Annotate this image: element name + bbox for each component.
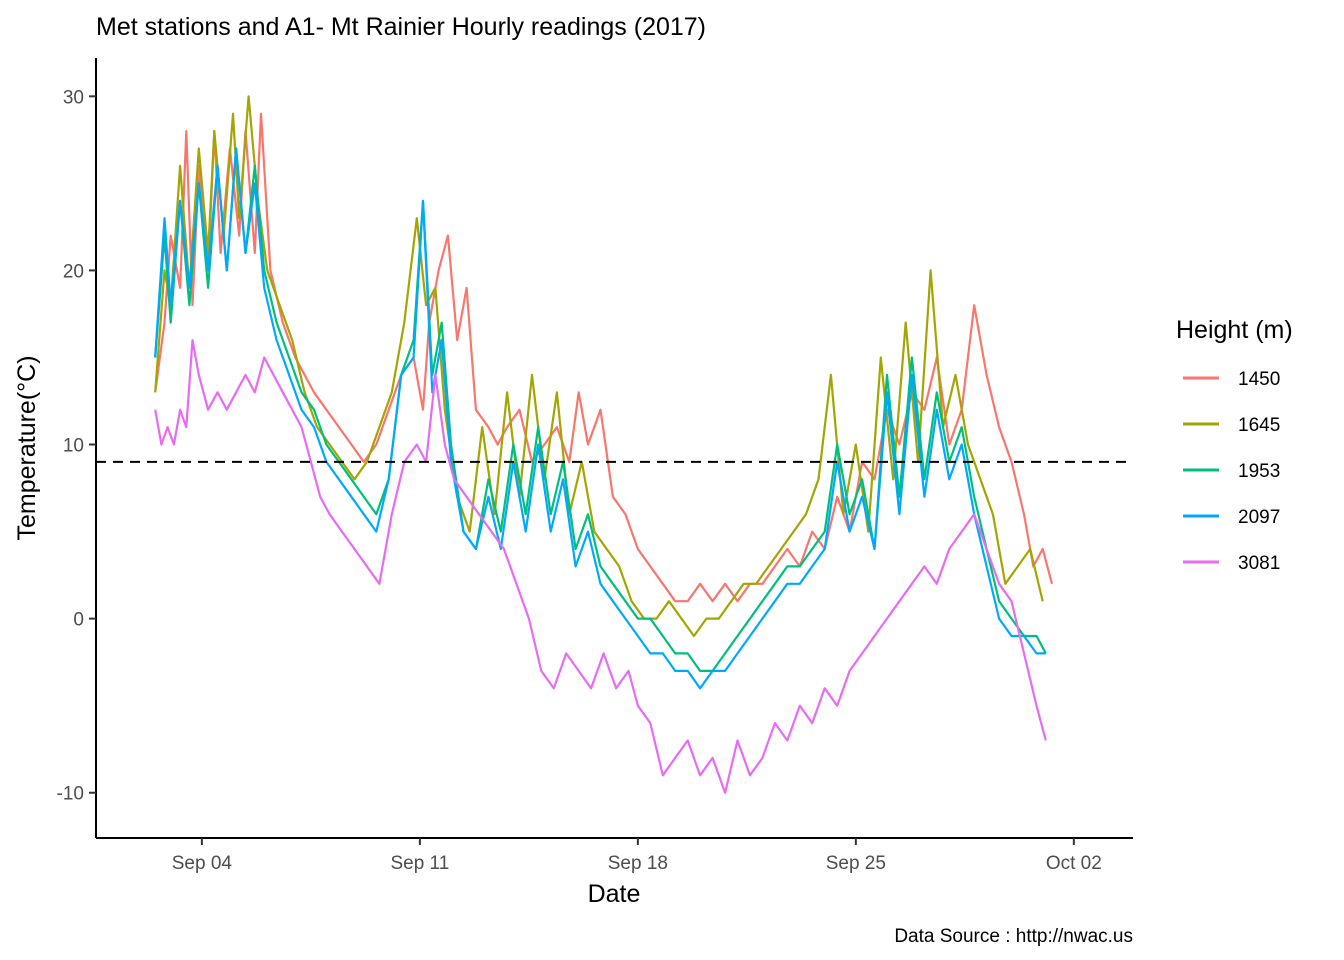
data-source-caption: Data Source : http://nwac.us bbox=[894, 926, 1133, 947]
x-tick-label: Sep 04 bbox=[172, 853, 233, 874]
legend-title: Height (m) bbox=[1176, 316, 1293, 344]
legend-label-1645: 1645 bbox=[1238, 415, 1280, 436]
x-tick-label: Sep 11 bbox=[390, 853, 449, 874]
legend: Height (m) 1450 1645 1953 2097 3081 bbox=[1176, 316, 1293, 574]
plot-area bbox=[96, 95, 1133, 794]
x-tick-label: Sep 25 bbox=[826, 853, 886, 874]
y-ticks: -10 0 10 20 30 bbox=[57, 87, 96, 805]
legend-label-1953: 1953 bbox=[1238, 461, 1280, 482]
y-tick-label: 20 bbox=[63, 261, 84, 282]
y-tick-label: -10 bbox=[57, 784, 84, 805]
series-line-1953 bbox=[154, 147, 1047, 672]
legend-label-1450: 1450 bbox=[1238, 369, 1280, 390]
series-line-3081 bbox=[154, 339, 1047, 794]
series-line-2097 bbox=[154, 147, 1046, 690]
legend-label-3081: 3081 bbox=[1238, 553, 1280, 574]
axes bbox=[95, 58, 1133, 839]
y-tick-label: 30 bbox=[63, 87, 84, 108]
y-tick-label: 10 bbox=[63, 436, 84, 457]
chart-title: Met stations and A1- Mt Rainier Hourly r… bbox=[96, 13, 706, 41]
x-tick-label: Oct 02 bbox=[1046, 853, 1102, 874]
legend-label-2097: 2097 bbox=[1238, 507, 1280, 528]
x-tick-label: Sep 18 bbox=[608, 853, 668, 874]
y-tick-label: 0 bbox=[73, 610, 84, 631]
x-ticks: Sep 04 Sep 11 Sep 18 Sep 25 Oct 02 bbox=[172, 838, 1102, 874]
series-line-1645 bbox=[154, 95, 1044, 638]
x-axis-title: Date bbox=[588, 880, 641, 908]
y-axis-title: Temperature(°C) bbox=[13, 355, 41, 540]
